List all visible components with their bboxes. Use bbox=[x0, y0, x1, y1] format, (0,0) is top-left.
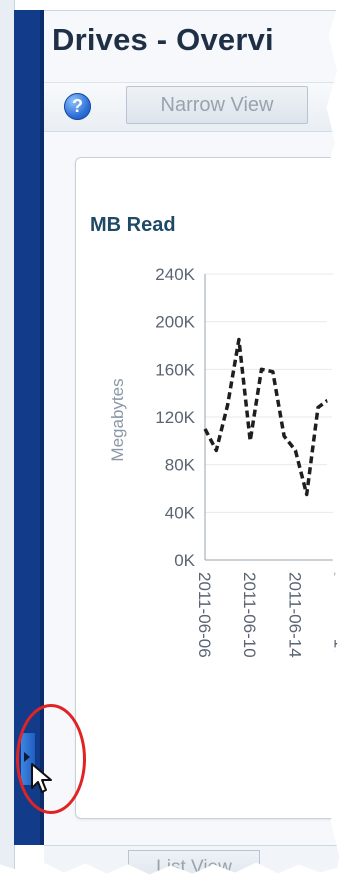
y-tick-label: 200K bbox=[155, 313, 195, 332]
chart-title: MB Read bbox=[90, 214, 176, 236]
narrow-view-button[interactable]: Narrow View bbox=[126, 86, 308, 124]
series-line bbox=[203, 337, 331, 497]
help-icon[interactable]: ? bbox=[64, 93, 91, 120]
y-tick-label: 120K bbox=[155, 408, 195, 427]
x-tick-label: 2011-06-14 bbox=[285, 572, 304, 658]
y-tick-label: 40K bbox=[165, 503, 196, 522]
highlight-circle bbox=[16, 704, 86, 814]
mouse-pointer-icon bbox=[31, 763, 52, 793]
navigation-rail-edge bbox=[40, 10, 44, 845]
y-axis-label: Megabytes bbox=[108, 378, 127, 461]
navigation-rail bbox=[14, 10, 40, 845]
y-tick-label: 240K bbox=[155, 265, 195, 284]
chart-card bbox=[75, 157, 347, 819]
x-tick-label: 2011-06-10 bbox=[240, 572, 259, 658]
page-title: Drives - Overvi bbox=[52, 22, 274, 57]
y-tick-label: 160K bbox=[155, 360, 195, 379]
y-tick-labels: 0K 40K 80K 120K 160K 200K 240K bbox=[155, 265, 195, 570]
chart-axes bbox=[204, 274, 345, 561]
y-tick-label: 80K bbox=[165, 456, 196, 475]
x-tick-label: 2011-06-06 bbox=[195, 572, 214, 658]
y-tick-label: 0K bbox=[174, 551, 195, 570]
chart-grid bbox=[205, 273, 345, 513]
chart-series bbox=[203, 337, 331, 497]
